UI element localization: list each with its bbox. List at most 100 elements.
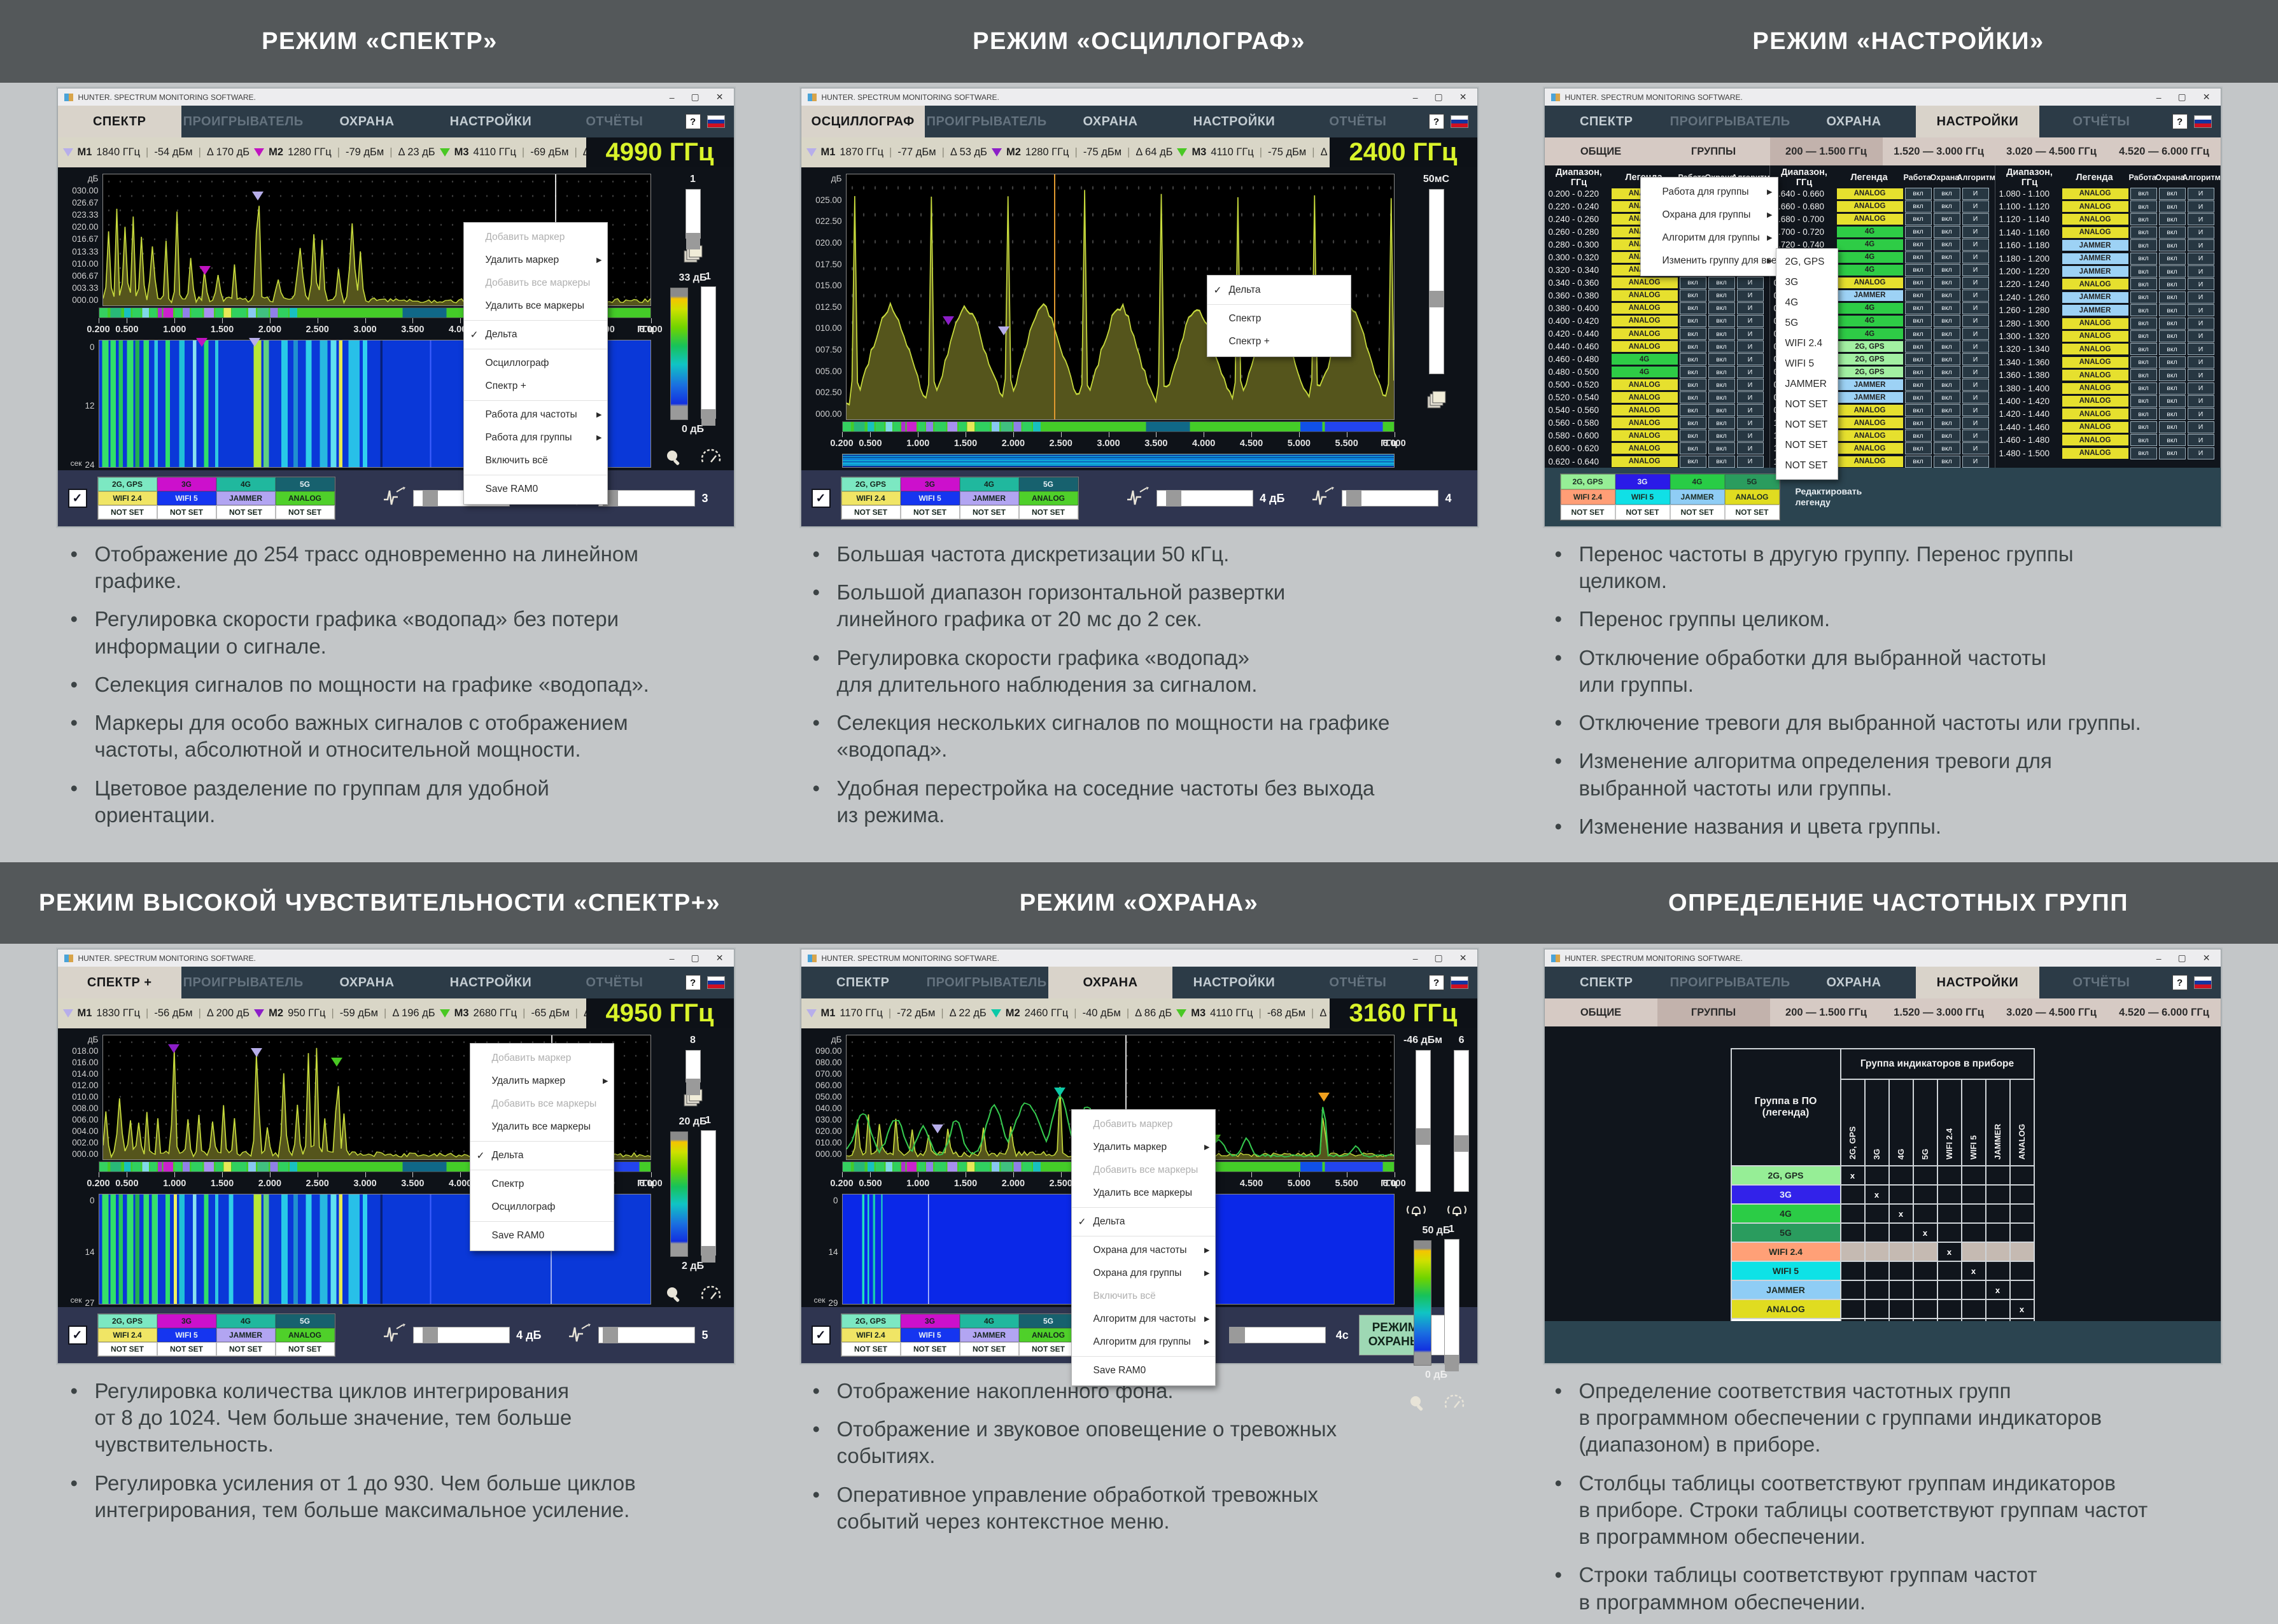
work-toggle-button[interactable]: вкл — [1904, 187, 1932, 200]
group-pill[interactable]: ANALOG — [2062, 188, 2128, 199]
group-pill[interactable]: ANALOG — [2062, 382, 2128, 394]
subtab[interactable]: ОБЩИЕ — [1580, 1006, 1622, 1018]
guard-toggle-button[interactable]: вкл — [1933, 442, 1960, 455]
group-pill[interactable]: ANALOG — [2062, 318, 2128, 329]
alarm-bell-icon[interactable] — [1402, 1200, 1430, 1221]
menu-item[interactable]: Алгоритм для группы ▶ — [1093, 1336, 1210, 1347]
gain-slider[interactable] — [685, 189, 701, 250]
algorithm-button[interactable]: И — [1736, 404, 1764, 417]
guard-toggle-button[interactable]: вкл — [1933, 455, 1960, 468]
guard-toggle-button[interactable]: вкл — [1933, 302, 1960, 314]
menu-item[interactable]: Охрана для группы ▶ — [1662, 209, 1773, 220]
waterfall-contrast-slider[interactable] — [1444, 1239, 1459, 1372]
matrix-cell[interactable] — [1985, 1222, 2011, 1243]
algorithm-button[interactable]: И — [1962, 328, 1989, 340]
algorithm-button[interactable]: И — [2187, 252, 2214, 265]
chart-marker-icon[interactable] — [331, 1058, 343, 1067]
work-toggle-button[interactable]: вкл — [1679, 391, 1706, 404]
magnifier-icon[interactable] — [664, 1285, 684, 1307]
menu-item[interactable]: Осциллограф — [491, 1201, 556, 1212]
matrix-row-label[interactable]: ANALOG — [1730, 1299, 1841, 1319]
guard-toggle-button[interactable]: вкл — [1933, 251, 1960, 263]
guard-toggle-button[interactable]: вкл — [1708, 417, 1735, 430]
matrix-cell[interactable] — [1864, 1299, 1890, 1319]
help-icon[interactable]: ? — [2172, 114, 2188, 129]
legend-cell[interactable]: NOT SET — [959, 1342, 1019, 1356]
algorithm-button[interactable]: И — [1962, 238, 1989, 251]
guard-toggle-button[interactable]: вкл — [1708, 430, 1735, 442]
language-flag-icon[interactable] — [2193, 976, 2212, 989]
work-toggle-button[interactable]: вкл — [2130, 382, 2157, 395]
language-flag-icon[interactable] — [707, 115, 725, 128]
legend-cell[interactable]: NOT SET — [216, 1342, 276, 1356]
guard-toggle-button[interactable]: вкл — [2158, 291, 2186, 304]
level-slider[interactable] — [1415, 1050, 1431, 1192]
legend-cell[interactable]: 5G — [1724, 474, 1780, 489]
algorithm-button[interactable]: И — [1962, 251, 1989, 263]
legend-cell[interactable]: JAMMER — [959, 1328, 1019, 1342]
language-flag-icon[interactable] — [1450, 115, 1468, 128]
legend-cell[interactable]: 3G — [900, 477, 960, 491]
guard-toggle-button[interactable]: вкл — [1708, 379, 1735, 391]
work-toggle-button[interactable]: вкл — [1904, 340, 1932, 353]
guard-toggle-button[interactable]: вкл — [1708, 314, 1735, 327]
matrix-row-label[interactable]: NOT SET — [1730, 1318, 1841, 1321]
close-button[interactable]: ✕ — [2202, 92, 2211, 102]
menu-item[interactable]: Добавить все маркеры — [491, 1098, 597, 1109]
algorithm-button[interactable]: И — [1962, 404, 1989, 417]
menu-item[interactable]: Дельта ✓ — [476, 1150, 524, 1161]
submenu-item[interactable]: 5G — [1785, 318, 1799, 328]
threshold-slider[interactable] — [598, 1327, 696, 1343]
legend-cell[interactable]: NOT SET — [841, 505, 901, 519]
legend-cell[interactable]: NOT SET — [959, 505, 1019, 519]
matrix-cell[interactable] — [1888, 1165, 1914, 1186]
maximize-button[interactable]: ▢ — [1434, 92, 1443, 102]
algorithm-button[interactable]: И — [1736, 289, 1764, 302]
minimize-button[interactable]: – — [669, 953, 675, 963]
matrix-cell[interactable] — [1888, 1299, 1914, 1319]
work-toggle-button[interactable]: вкл — [2130, 239, 2157, 252]
group-pill[interactable]: ANALOG — [2062, 409, 2128, 420]
menu-item[interactable]: Спектр — [1228, 313, 1262, 324]
matrix-cell[interactable] — [1839, 1318, 1866, 1321]
work-toggle-button[interactable]: вкл — [1904, 263, 1932, 276]
matrix-cell[interactable] — [1912, 1203, 1938, 1224]
legend-cell[interactable]: NOT SET — [97, 505, 157, 519]
minimize-button[interactable]: – — [2156, 953, 2162, 963]
matrix-row-label[interactable]: WIFI 2.4 — [1730, 1242, 1841, 1262]
work-toggle-button[interactable]: вкл — [1904, 379, 1932, 391]
work-toggle-button[interactable]: вкл — [2130, 317, 2157, 330]
group-pill[interactable]: ANALOG — [2062, 356, 2128, 368]
help-icon[interactable]: ? — [1428, 114, 1444, 129]
legend-cell[interactable]: 5G — [1018, 477, 1078, 491]
alarm-bell-updown-icon[interactable] — [1443, 1200, 1471, 1221]
matrix-cell[interactable] — [1936, 1280, 1962, 1300]
guard-toggle-button[interactable]: вкл — [2158, 213, 2186, 226]
matrix-cell[interactable] — [1936, 1165, 1962, 1186]
guard-toggle-button[interactable]: вкл — [2158, 356, 2186, 368]
guard-toggle-button[interactable]: вкл — [1933, 289, 1960, 302]
menu-item[interactable]: Дельта ✓ — [1213, 284, 1261, 296]
threshold-slider[interactable] — [598, 490, 696, 507]
submenu-item[interactable]: 3G — [1785, 277, 1799, 288]
algorithm-button[interactable]: И — [2187, 434, 2214, 447]
guard-toggle-button[interactable]: вкл — [2158, 395, 2186, 407]
tab-спектр-+[interactable]: СПЕКТР + — [57, 967, 181, 998]
menu-item[interactable]: Добавить все маркеры — [1093, 1165, 1199, 1175]
work-toggle-button[interactable]: вкл — [2130, 369, 2157, 382]
subtab[interactable]: ГРУППЫ — [1657, 998, 1770, 1026]
matrix-cell[interactable] — [2009, 1242, 2035, 1262]
menu-item[interactable]: Работа для группы ▶ — [1662, 186, 1773, 197]
legend-cell[interactable]: NOT SET — [157, 505, 216, 519]
tab-настройки[interactable]: НАСТРОЙКИ — [449, 975, 532, 990]
work-toggle-button[interactable]: вкл — [1679, 442, 1706, 455]
legend-cell[interactable]: WIFI 5 — [900, 491, 960, 505]
guard-toggle-button[interactable]: вкл — [2158, 304, 2186, 317]
group-pill[interactable]: ANALOG — [2062, 279, 2128, 290]
submenu-item[interactable]: NOT SET — [1785, 419, 1828, 430]
guard-toggle-button[interactable]: вкл — [1933, 391, 1960, 404]
matrix-cell[interactable] — [2009, 1280, 2035, 1300]
menu-item[interactable]: Осциллограф — [485, 358, 549, 368]
group-pill[interactable]: 2G, GPS — [1836, 367, 1903, 378]
subtab[interactable]: 1.520 — 3.000 ГГц — [1894, 145, 1984, 157]
